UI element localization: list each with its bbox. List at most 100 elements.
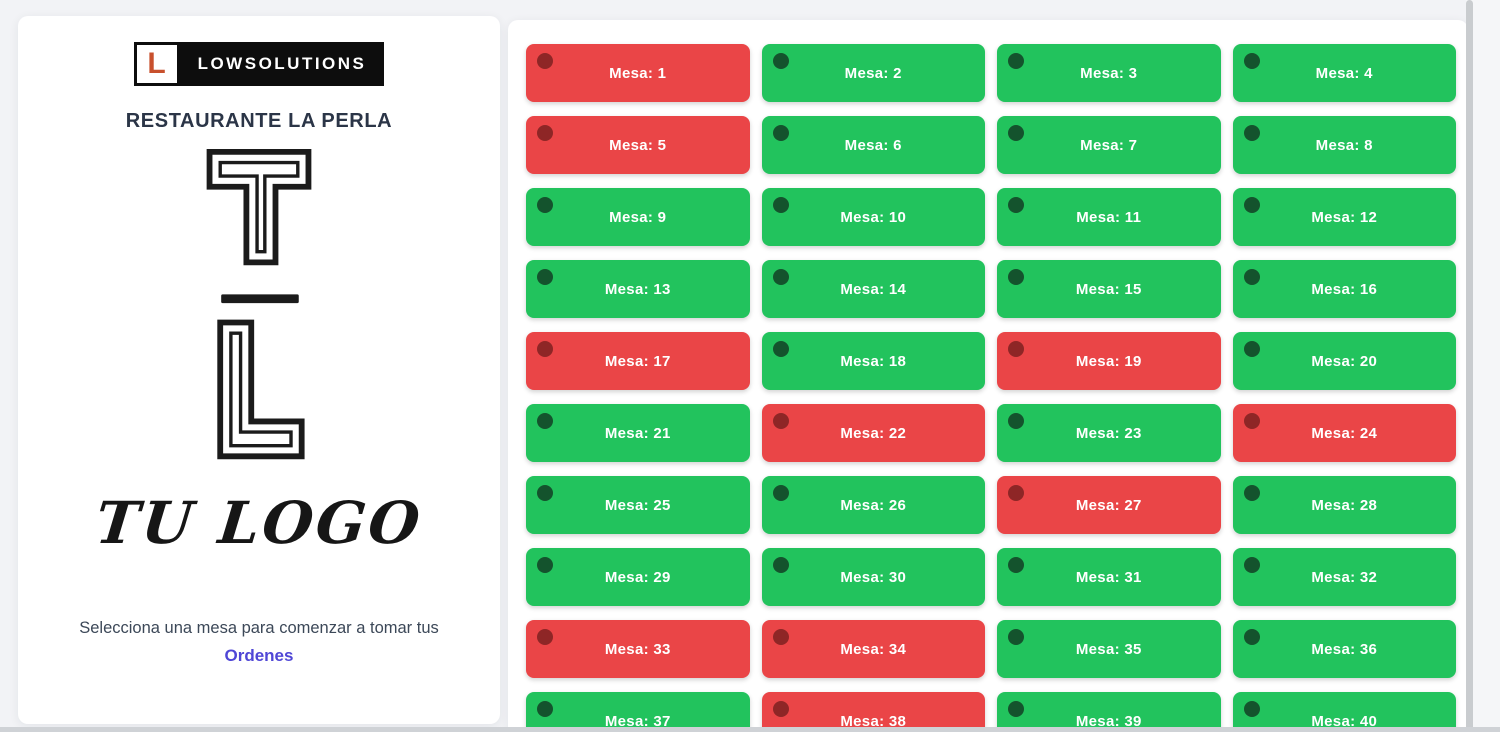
table-label: Mesa: 9: [609, 208, 667, 226]
table-status-dot-icon: [772, 557, 789, 573]
table-button-30[interactable]: Mesa: 30: [761, 548, 985, 606]
table-button-24[interactable]: Mesa: 24: [1232, 404, 1456, 462]
table-button-40[interactable]: Mesa: 40: [1232, 692, 1456, 732]
table-button-39[interactable]: Mesa: 39: [997, 692, 1221, 732]
table-label: Mesa: 12: [1311, 208, 1378, 226]
table-status-dot-icon: [537, 341, 553, 357]
table-button-34[interactable]: Mesa: 34: [761, 620, 985, 678]
table-button-11[interactable]: Mesa: 11: [997, 188, 1221, 246]
table-button-5[interactable]: Mesa: 5: [526, 116, 750, 174]
table-status-dot-icon: [1243, 629, 1260, 645]
table-status-dot-icon: [537, 629, 553, 645]
table-status-dot-icon: [1243, 557, 1260, 573]
table-label: Mesa: 17: [604, 352, 671, 370]
table-status-dot-icon: [1243, 701, 1260, 717]
table-status-dot-icon: [772, 413, 789, 429]
table-button-15[interactable]: Mesa: 15: [997, 260, 1221, 318]
horizontal-scrollbar[interactable]: [0, 727, 1500, 732]
table-button-7[interactable]: Mesa: 7: [997, 116, 1221, 174]
table-label: Mesa: 23: [1075, 424, 1142, 442]
table-label: Mesa: 32: [1311, 568, 1378, 586]
table-status-dot-icon: [537, 701, 553, 717]
table-button-22[interactable]: Mesa: 22: [761, 404, 985, 462]
table-label: Mesa: 27: [1075, 496, 1142, 514]
table-button-33[interactable]: Mesa: 33: [526, 620, 750, 678]
table-status-dot-icon: [1008, 701, 1024, 717]
table-label: Mesa: 19: [1075, 352, 1142, 370]
table-status-dot-icon: [1008, 197, 1024, 213]
table-status-dot-icon: [1008, 629, 1024, 645]
table-label: Mesa: 7: [1080, 136, 1138, 154]
table-button-23[interactable]: Mesa: 23: [997, 404, 1221, 462]
table-status-dot-icon: [1243, 197, 1260, 213]
table-button-36[interactable]: Mesa: 36: [1232, 620, 1456, 678]
table-label: Mesa: 3: [1080, 64, 1138, 82]
table-label: Mesa: 13: [604, 280, 671, 298]
table-status-dot-icon: [1243, 125, 1260, 141]
table-button-19[interactable]: Mesa: 19: [997, 332, 1221, 390]
instruction-text: Selecciona una mesa para comenzar a toma…: [79, 616, 439, 670]
table-label: Mesa: 37: [604, 712, 671, 730]
table-button-4[interactable]: Mesa: 4: [1232, 44, 1456, 102]
table-button-6[interactable]: Mesa: 6: [761, 116, 985, 174]
table-button-38[interactable]: Mesa: 38: [761, 692, 985, 732]
table-label: Mesa: 33: [604, 640, 671, 658]
table-status-dot-icon: [1243, 341, 1260, 357]
table-label: Mesa: 40: [1311, 712, 1378, 730]
table-button-20[interactable]: Mesa: 20: [1232, 332, 1456, 390]
table-button-8[interactable]: Mesa: 8: [1232, 116, 1456, 174]
table-button-31[interactable]: Mesa: 31: [997, 548, 1221, 606]
ordenes-link[interactable]: Ordenes: [224, 646, 294, 666]
table-button-28[interactable]: Mesa: 28: [1232, 476, 1456, 534]
table-button-32[interactable]: Mesa: 32: [1232, 548, 1456, 606]
table-button-3[interactable]: Mesa: 3: [997, 44, 1221, 102]
table-label: Mesa: 31: [1075, 568, 1142, 586]
table-label: Mesa: 29: [604, 568, 671, 586]
table-button-37[interactable]: Mesa: 37: [526, 692, 750, 732]
table-label: Mesa: 38: [840, 712, 907, 730]
table-status-dot-icon: [537, 53, 553, 69]
table-status-dot-icon: [537, 413, 553, 429]
table-label: Mesa: 30: [840, 568, 907, 586]
table-status-dot-icon: [537, 269, 553, 285]
brand-initial-icon: L: [133, 42, 180, 86]
table-label: Mesa: 26: [840, 496, 907, 514]
table-status-dot-icon: [1243, 269, 1260, 285]
table-button-26[interactable]: Mesa: 26: [761, 476, 985, 534]
vertical-scrollbar-thumb[interactable]: [1466, 0, 1473, 732]
table-label: Mesa: 20: [1311, 352, 1378, 370]
table-button-14[interactable]: Mesa: 14: [761, 260, 985, 318]
table-button-35[interactable]: Mesa: 35: [997, 620, 1221, 678]
table-status-dot-icon: [1008, 485, 1024, 501]
table-status-dot-icon: [537, 557, 553, 573]
table-status-dot-icon: [537, 197, 553, 213]
table-label: Mesa: 5: [609, 136, 667, 154]
table-button-13[interactable]: Mesa: 13: [526, 260, 750, 318]
table-button-18[interactable]: Mesa: 18: [761, 332, 985, 390]
table-button-2[interactable]: Mesa: 2: [761, 44, 985, 102]
restaurant-title: RESTAURANTE LA PERLA: [125, 110, 393, 132]
table-status-dot-icon: [772, 125, 789, 141]
table-status-dot-icon: [537, 125, 553, 141]
table-button-21[interactable]: Mesa: 21: [526, 404, 750, 462]
table-label: Mesa: 2: [844, 64, 902, 82]
table-status-dot-icon: [1243, 413, 1260, 429]
table-label: Mesa: 22: [840, 424, 907, 442]
table-button-16[interactable]: Mesa: 16: [1232, 260, 1456, 318]
table-button-17[interactable]: Mesa: 17: [526, 332, 750, 390]
table-button-1[interactable]: Mesa: 1: [526, 44, 750, 102]
table-button-27[interactable]: Mesa: 27: [997, 476, 1221, 534]
brand-logo: L LOWSOLUTIONS: [133, 42, 385, 86]
vertical-scrollbar[interactable]: [1466, 0, 1500, 732]
table-status-dot-icon: [1008, 341, 1024, 357]
table-label: Mesa: 6: [844, 136, 902, 154]
table-label: Mesa: 39: [1075, 712, 1142, 730]
table-button-10[interactable]: Mesa: 10: [761, 188, 985, 246]
table-button-9[interactable]: Mesa: 9: [526, 188, 750, 246]
table-label: Mesa: 10: [840, 208, 907, 226]
table-button-25[interactable]: Mesa: 25: [526, 476, 750, 534]
table-button-29[interactable]: Mesa: 29: [526, 548, 750, 606]
table-status-dot-icon: [1243, 485, 1260, 501]
table-button-12[interactable]: Mesa: 12: [1232, 188, 1456, 246]
tables-panel: Mesa: 1 Mesa: 2 Mesa: 3 Mesa: 4 Mesa: 5 Mesa:…: [508, 20, 1468, 732]
